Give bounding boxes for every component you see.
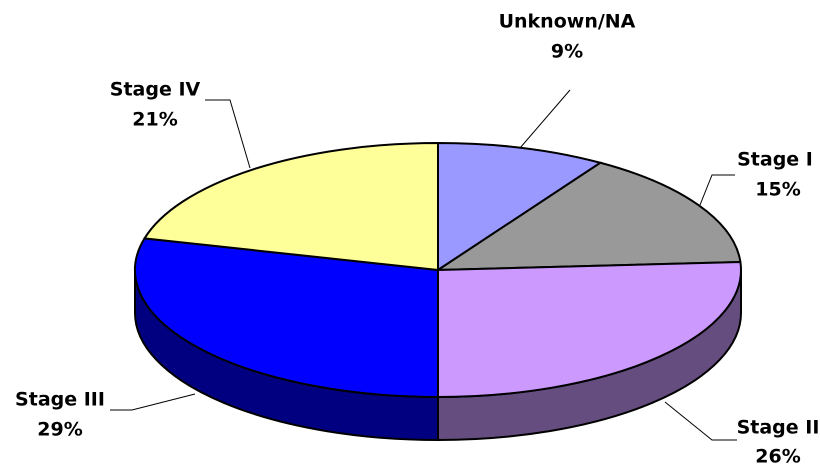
slice-label: Stage III <box>15 389 105 411</box>
leader-line <box>110 393 196 411</box>
leader-line <box>519 89 571 149</box>
pie-slice <box>437 261 742 399</box>
slice-label: Stage IV <box>110 79 201 101</box>
pie-slice <box>134 237 439 399</box>
slice-value-label: 15% <box>755 179 800 201</box>
pie-slice <box>142 141 439 272</box>
leader-line <box>205 99 251 169</box>
pie-slice <box>437 141 603 272</box>
leader-line <box>699 174 735 206</box>
slice-label: Stage I <box>737 149 813 171</box>
pie-slice <box>434 161 742 272</box>
slice-label: Stage II <box>737 417 820 439</box>
slice-value-label: 29% <box>37 419 82 441</box>
leader-line <box>664 401 737 441</box>
slice-value-label: 26% <box>755 446 800 467</box>
slice-label: Unknown/NA <box>499 11 636 33</box>
slice-value-label: 21% <box>132 109 177 131</box>
slice-value-label: 9% <box>551 41 583 63</box>
